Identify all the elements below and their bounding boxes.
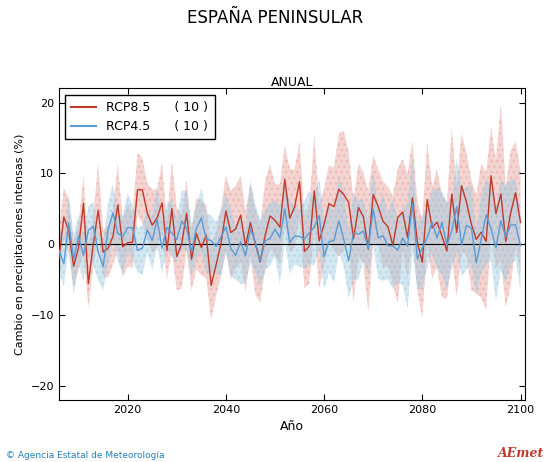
Y-axis label: Cambio en precipitaciones intensas (%): Cambio en precipitaciones intensas (%) <box>15 134 25 355</box>
Legend: RCP8.5      ( 10 ), RCP4.5      ( 10 ): RCP8.5 ( 10 ), RCP4.5 ( 10 ) <box>65 95 214 140</box>
Text: ESPAÑA PENINSULAR: ESPAÑA PENINSULAR <box>187 9 363 27</box>
Text: AEmet: AEmet <box>498 447 544 460</box>
Title: ANUAL: ANUAL <box>271 76 313 89</box>
Text: © Agencia Estatal de Meteorología: © Agencia Estatal de Meteorología <box>6 451 164 460</box>
X-axis label: Año: Año <box>280 420 304 433</box>
